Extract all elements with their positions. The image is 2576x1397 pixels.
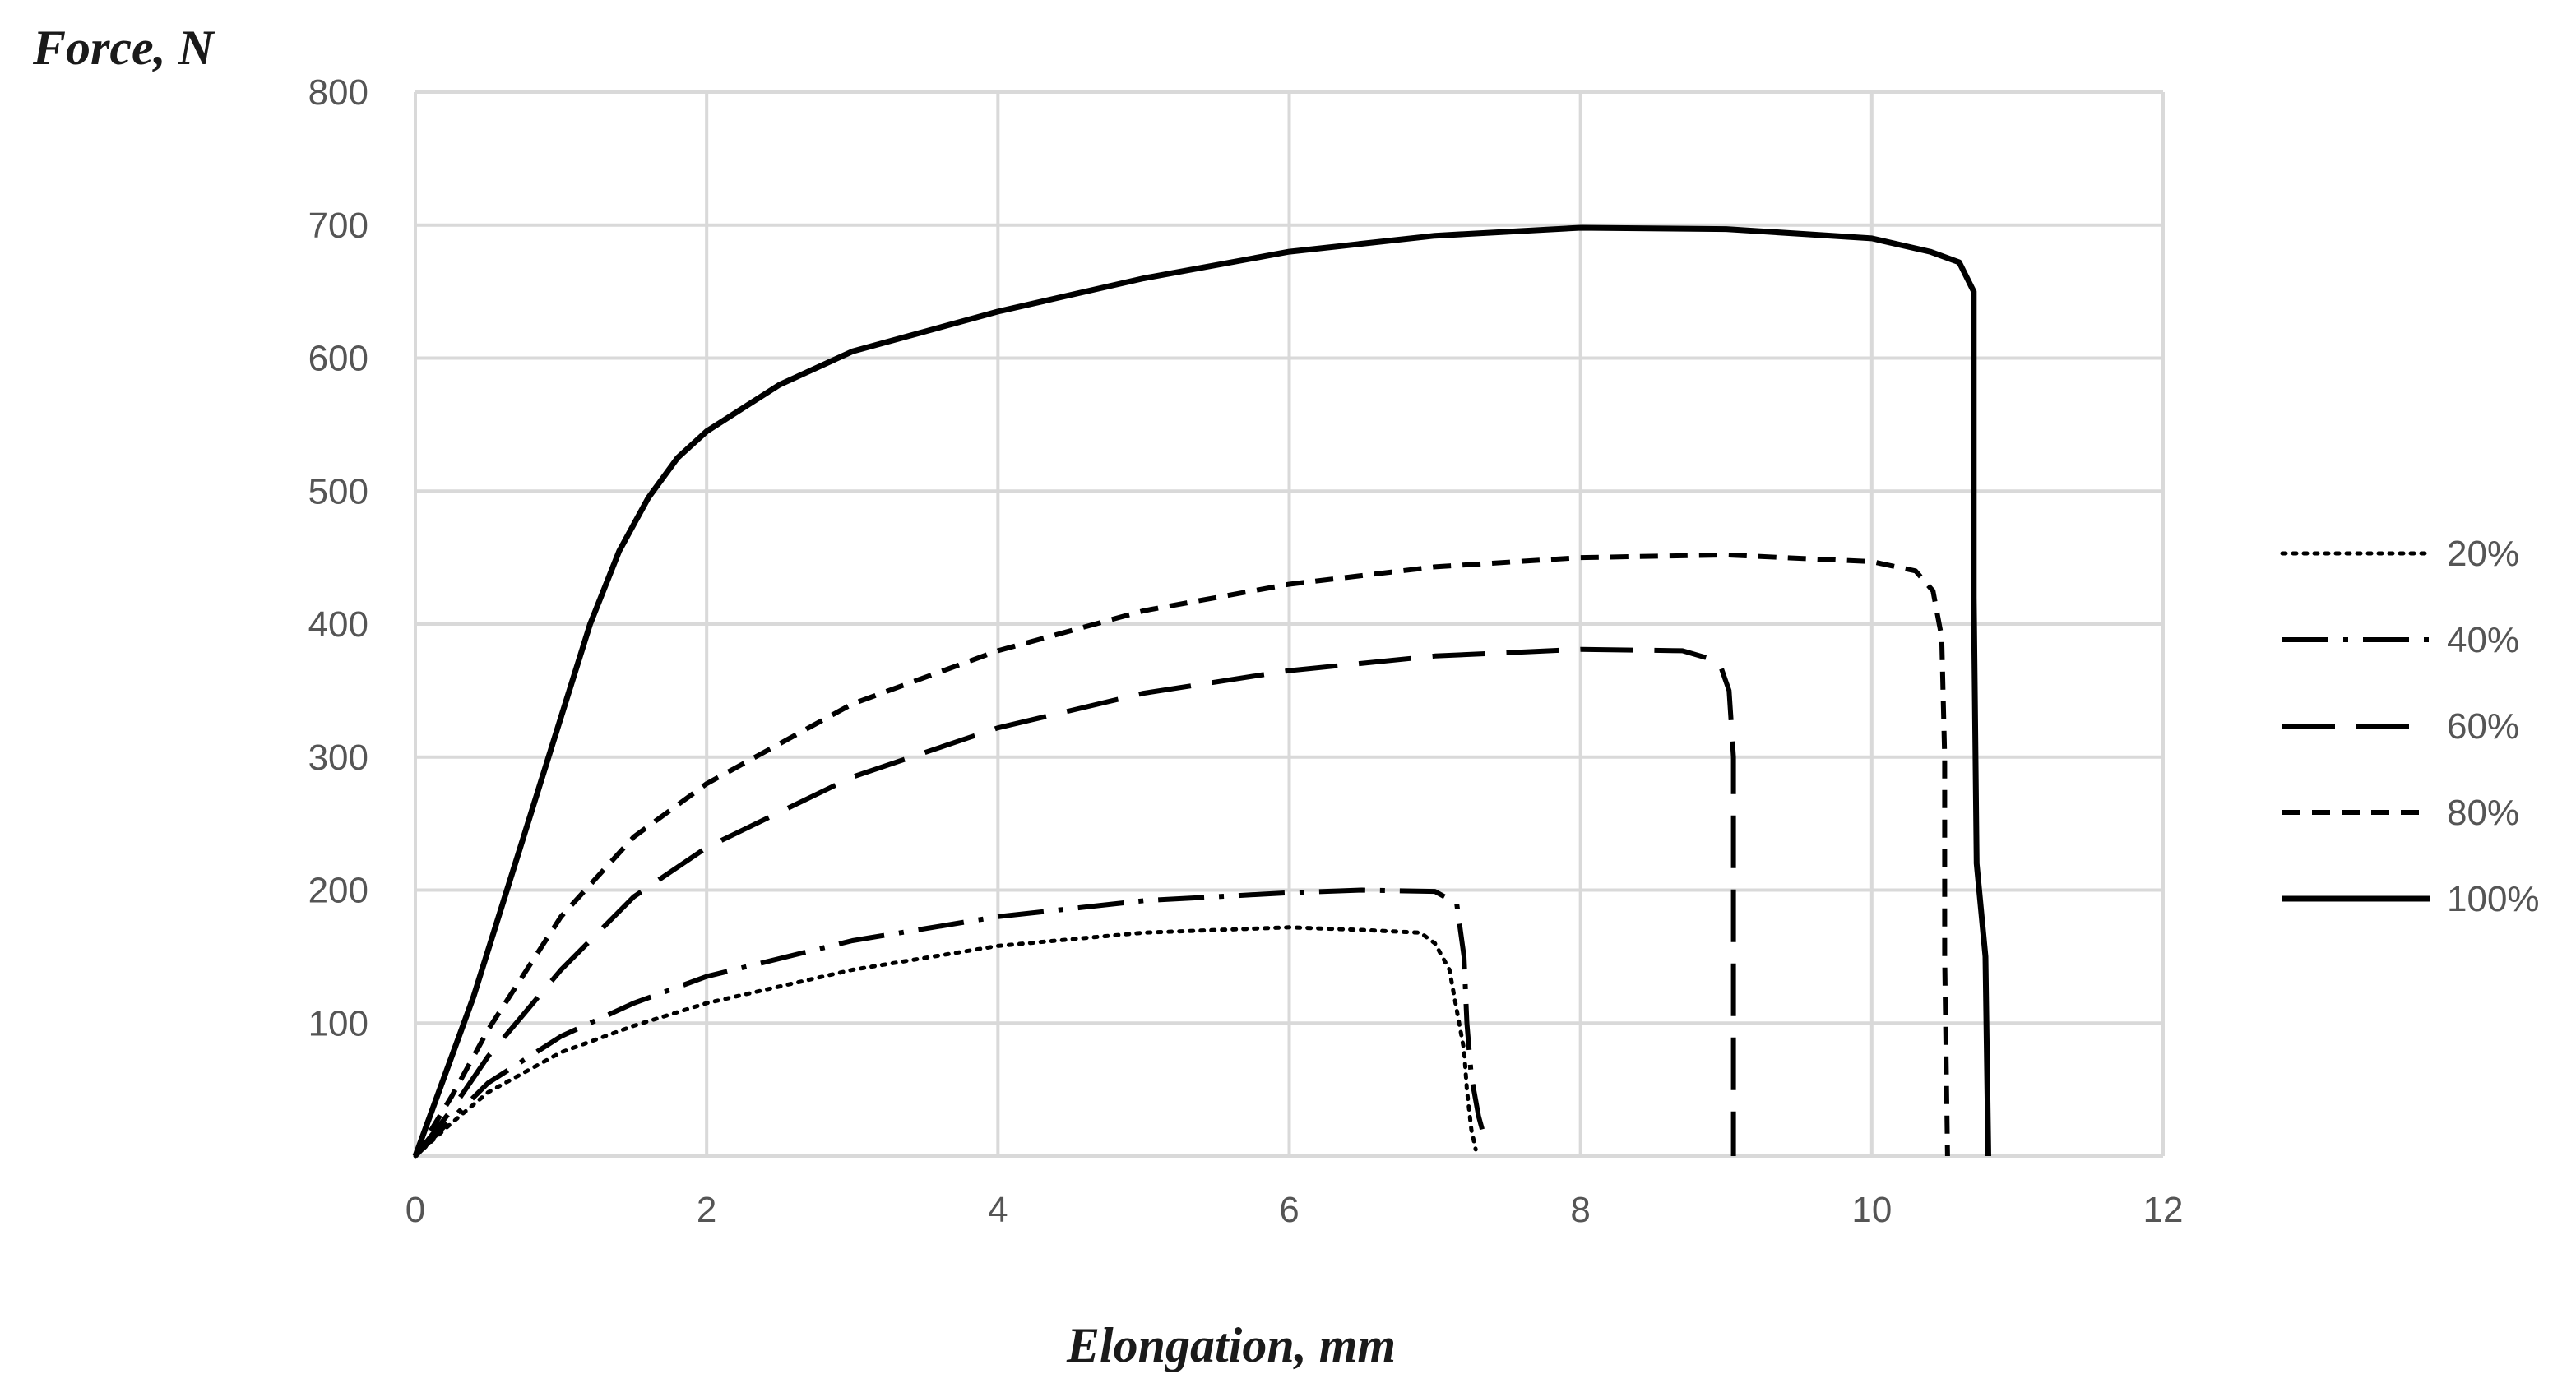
legend-label: 60% [2447, 706, 2519, 747]
legend: 20% 40% 60% 80% 100% [2280, 534, 2540, 919]
y-tick-label: 800 [308, 72, 368, 113]
x-tick-label: 2 [697, 1190, 716, 1230]
legend-label: 80% [2447, 793, 2519, 833]
x-tick-label: 0 [405, 1190, 425, 1230]
y-tick-label: 600 [308, 339, 368, 379]
y-axis-title: Force, N [32, 21, 216, 75]
grid [414, 90, 2165, 1158]
y-tick-label: 200 [308, 871, 368, 911]
series-line-100pct [412, 224, 1991, 1158]
y-tick-label: 700 [308, 206, 368, 246]
x-tick-label: 10 [1851, 1190, 1892, 1230]
x-tick-label: 4 [988, 1190, 1008, 1230]
x-tick-label: 8 [1570, 1190, 1590, 1230]
legend-label: 20% [2447, 534, 2519, 574]
x-axis-title: Elongation, mm [1066, 1318, 1396, 1372]
y-tick-label: 400 [308, 604, 368, 645]
series-line-60pct [413, 646, 1736, 1158]
series-line-40pct [413, 887, 1489, 1159]
legend-label: 40% [2447, 620, 2519, 660]
series-group [412, 224, 1991, 1159]
y-tick-label: 500 [308, 471, 368, 511]
series-line-80pct [413, 552, 1950, 1158]
x-tick-label: 6 [1279, 1190, 1299, 1230]
series-line-20pct [413, 925, 1478, 1159]
x-tick-labels: 0 2 4 6 8 10 12 [405, 1190, 2184, 1230]
x-tick-label: 12 [2143, 1190, 2184, 1230]
y-tick-label: 100 [308, 1003, 368, 1043]
y-tick-labels: 100 200 300 400 500 600 700 800 [308, 72, 368, 1043]
legend-label: 100% [2447, 879, 2540, 919]
y-tick-label: 300 [308, 738, 368, 778]
